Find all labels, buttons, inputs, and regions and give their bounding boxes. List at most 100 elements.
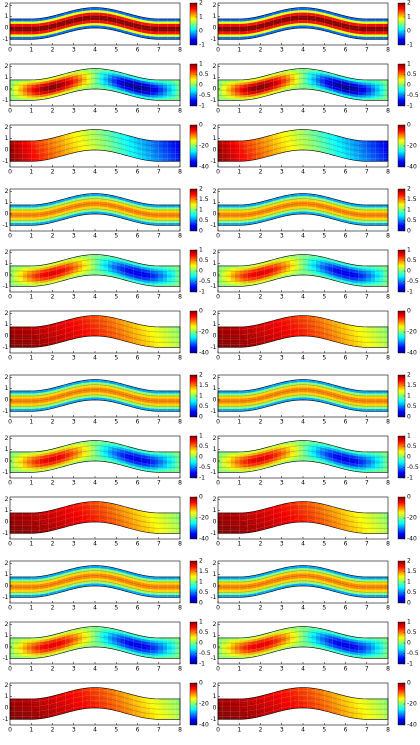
- field-cell: [375, 276, 380, 279]
- field-cell: [371, 390, 376, 394]
- field-cell: [18, 339, 23, 343]
- field-cell: [95, 325, 100, 329]
- field-cell: [243, 33, 248, 37]
- field-cell: [73, 14, 78, 19]
- colorbar-tick-label: -1: [199, 289, 205, 296]
- field-cell: [22, 406, 27, 409]
- field-cell: [298, 206, 303, 209]
- field-cell: [137, 150, 142, 155]
- field-cell: [235, 143, 240, 146]
- field-cell: [222, 153, 227, 157]
- field-cell: [27, 401, 32, 404]
- field-cell: [281, 24, 286, 29]
- field-cell: [31, 143, 36, 146]
- field-cell: [141, 29, 146, 34]
- field-cell: [366, 344, 371, 348]
- field-cell: [290, 25, 295, 30]
- field-cell: [362, 143, 367, 146]
- field-cell: [362, 403, 367, 407]
- field-cell: [362, 92, 367, 96]
- field-cell: [366, 393, 371, 396]
- field-cell: [383, 215, 388, 218]
- field-cell: [154, 26, 159, 30]
- field-cell: [307, 76, 312, 80]
- field-cell: [371, 21, 376, 24]
- field-cell: [158, 97, 163, 101]
- field-cell: [31, 268, 36, 271]
- field-cell: [366, 87, 371, 91]
- field-cell: [14, 278, 19, 282]
- y-tick-label: 1: [5, 13, 9, 20]
- field-cell: [379, 344, 384, 348]
- field-cell: [226, 207, 231, 210]
- field-cell: [235, 334, 240, 338]
- field-cell: [371, 207, 376, 210]
- colorbar-tick-label: 0.5: [407, 71, 417, 78]
- field-cell: [35, 26, 40, 29]
- field-cell: [167, 329, 172, 332]
- field-cell: [362, 89, 367, 93]
- field-cell: [171, 24, 176, 27]
- x-tick-label: 0: [216, 355, 220, 362]
- field-cell: [252, 24, 257, 29]
- field-cell: [167, 337, 172, 340]
- field-cell: [303, 20, 308, 23]
- field-cell: [171, 153, 176, 157]
- field-cell: [222, 79, 227, 83]
- field-cell: [27, 36, 32, 40]
- field-cell: [222, 212, 227, 216]
- field-cell: [82, 135, 87, 139]
- field-cell: [158, 85, 163, 88]
- field-cell: [298, 320, 303, 324]
- field-cell: [150, 84, 155, 88]
- field-cell: [379, 396, 384, 399]
- field-cell: [366, 220, 371, 223]
- field-cell: [27, 271, 32, 274]
- field-cell: [226, 92, 231, 96]
- field-cell: [358, 20, 363, 24]
- field-cell: [90, 259, 95, 263]
- field-cell: [298, 134, 303, 138]
- field-cell: [298, 196, 303, 199]
- x-tick-label: 0: [216, 169, 220, 176]
- field-cell: [290, 81, 295, 85]
- field-cell: [239, 278, 244, 282]
- field-cell: [218, 344, 223, 348]
- field-cell: [230, 283, 235, 287]
- field-cell: [158, 31, 163, 35]
- field-cell: [18, 79, 23, 83]
- field-cell: [158, 153, 163, 157]
- field-cell: [14, 207, 19, 210]
- field-cell: [22, 339, 27, 343]
- field-cell: [218, 79, 223, 83]
- field-cell: [73, 22, 78, 26]
- field-cell: [320, 19, 325, 24]
- y-tick-label: 1: [213, 74, 217, 81]
- field-cell: [31, 331, 36, 335]
- field-cell: [35, 158, 40, 162]
- field-cell: [27, 329, 32, 332]
- field-cell: [44, 80, 49, 84]
- field-cell: [44, 90, 49, 95]
- field-cell: [141, 90, 146, 95]
- field-cell: [294, 76, 299, 80]
- field-cell: [366, 146, 371, 149]
- field-cell: [235, 337, 240, 340]
- field-cell: [22, 97, 27, 101]
- x-tick-label: 3: [72, 47, 76, 54]
- field-cell: [158, 217, 163, 221]
- field-cell: [175, 207, 180, 210]
- field-cell: [222, 403, 227, 407]
- field-cell: [158, 329, 163, 332]
- field-cell: [298, 267, 303, 270]
- field-cell: [311, 13, 316, 17]
- field-cell: [163, 21, 168, 24]
- field-cell: [379, 29, 384, 32]
- field-cell: [371, 281, 376, 284]
- field-cell: [171, 268, 176, 271]
- field-cell: [163, 271, 168, 274]
- field-cell: [158, 344, 163, 348]
- field-cell: [239, 148, 244, 152]
- field-cell: [35, 145, 40, 149]
- field-cell: [222, 342, 227, 345]
